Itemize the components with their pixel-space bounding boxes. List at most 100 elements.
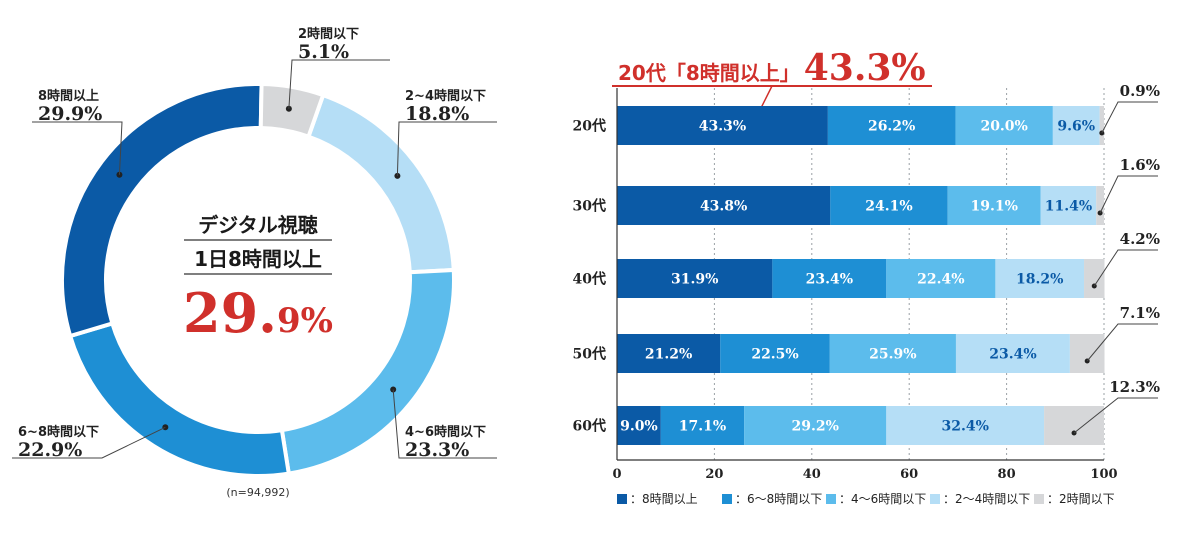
bar-segment-4-6h	[744, 406, 887, 445]
bar-leader-dot	[1091, 283, 1097, 289]
bar-segment-under-2h	[1084, 259, 1105, 298]
donut-label-category-under-2h: 2時間以下	[298, 26, 359, 42]
bar-segment-6-8h	[660, 406, 745, 445]
donut-label-value-6-8h: 22.9%	[18, 439, 82, 461]
legend-label-6-8h: ：6～8時間以下	[735, 492, 822, 506]
bar-value-label-6-8h: 26.2%	[868, 119, 915, 135]
bar-value-label-4-6h: 29.2%	[792, 419, 839, 435]
donut-leader-line-6-8h	[12, 426, 166, 459]
donut-center-line2: 1日8時間以上	[194, 247, 322, 271]
x-tick-label: 60	[900, 467, 918, 482]
donut-center-value-small: 9%	[277, 301, 333, 341]
bar-segment-2-4h	[995, 259, 1085, 298]
donut-label-value-2-4h: 18.8%	[405, 103, 469, 125]
x-tick-label: 0	[612, 467, 621, 482]
y-category-label: 20代	[573, 118, 606, 135]
donut-label-category-6-8h: 6~8時間以下	[18, 424, 99, 440]
bar-segment-6-8h	[827, 106, 956, 145]
legend-swatch-2-4h	[930, 494, 940, 504]
bar-headline-prefix: 20代「8時間以上」	[618, 61, 800, 85]
bar-value-label-6-8h: 22.5%	[751, 347, 798, 363]
legend-swatch-8h-plus	[617, 494, 627, 504]
donut-leader-line-2-4h	[396, 121, 497, 176]
bar-leader-dot	[1071, 430, 1077, 436]
bar-segment-8h-plus	[617, 186, 831, 225]
legend-label-2-4h: ：2～4時間以下	[943, 492, 1030, 506]
donut-label-category-4-6h: 4~6時間以下	[405, 424, 486, 440]
bar-value-label-2-4h: 32.4%	[942, 419, 989, 435]
donut-slice-under-2h	[258, 81, 326, 140]
bar-segment-under-2h	[1096, 186, 1104, 225]
legend-label-8h-plus: ：8時間以上	[630, 492, 698, 506]
bar-segment-2-4h	[955, 334, 1070, 373]
y-category-label: 40代	[573, 271, 606, 288]
donut-center-line1: デジタル視聴	[198, 213, 318, 237]
bar-value-label-8h-plus: 43.3%	[699, 119, 746, 135]
headline-pointer-dot	[751, 120, 757, 126]
bar-segment-4-6h	[947, 186, 1041, 225]
bar-value-label-8h-plus: 21.2%	[645, 347, 692, 363]
bar-segment-8h-plus	[617, 334, 721, 373]
bar-value-label-8h-plus: 9.0%	[620, 419, 658, 435]
bar-segment-8h-plus	[617, 406, 661, 445]
donut-label-value-under-2h: 5.1%	[298, 41, 349, 63]
y-category-label: 60代	[573, 418, 606, 435]
bar-value-label-under-2h: 4.2%	[1120, 230, 1160, 248]
bar-segment-6-8h	[720, 334, 830, 373]
legend-label-under-2h: ：2時間以下	[1047, 492, 1115, 506]
bar-value-label-6-8h: 24.1%	[865, 199, 912, 215]
legend-swatch-under-2h	[1034, 494, 1044, 504]
donut-label-value-8h-plus: 29.9%	[38, 103, 102, 125]
donut-label-category-8h-plus: 8時間以上	[38, 88, 99, 104]
donut-center-value-main: 29.	[183, 281, 277, 345]
bar-leader-dot	[1099, 130, 1105, 136]
legend-label-4-6h: ：4～6時間以下	[839, 492, 926, 506]
bar-value-label-under-2h: 0.9%	[1120, 82, 1160, 100]
legend-swatch-4-6h	[826, 494, 836, 504]
donut-center-value: 29.9%	[183, 281, 333, 345]
bar-value-label-6-8h: 23.4%	[806, 272, 853, 288]
bar-headline-value: 43.3%	[804, 47, 926, 89]
donut-leader-line-8h-plus	[32, 121, 123, 175]
bar-leader-dot	[1097, 210, 1103, 216]
x-tick-label: 100	[1090, 467, 1117, 482]
bar-value-label-8h-plus: 31.9%	[671, 272, 718, 288]
donut-label-value-4-6h: 23.3%	[405, 439, 469, 461]
bar-leader-dot	[1084, 358, 1090, 364]
bar-value-label-under-2h: 1.6%	[1120, 156, 1160, 174]
bar-segment-4-6h	[886, 259, 996, 298]
bar-segment-4-6h	[829, 334, 956, 373]
bar-segment-8h-plus	[617, 259, 773, 298]
bar-leader-line	[1099, 175, 1158, 214]
bar-value-label-under-2h: 7.1%	[1120, 304, 1160, 322]
y-category-label: 50代	[573, 346, 606, 363]
bar-segment-8h-plus	[617, 106, 828, 145]
sample-size-note: (n=94,992)	[226, 486, 289, 499]
bar-leader-line	[1093, 249, 1158, 287]
donut-leader-line-4-6h	[392, 389, 497, 459]
y-category-label: 30代	[573, 198, 606, 215]
x-tick-label: 40	[803, 467, 821, 482]
headline-pointer	[753, 85, 773, 123]
bar-value-label-2-4h: 9.6%	[1057, 119, 1095, 135]
donut-slice-6-8h	[67, 320, 292, 478]
bar-headline: 20代「8時間以上」 43.3%	[618, 47, 926, 89]
bar-segment-under-2h	[1099, 106, 1104, 145]
bar-value-label-4-6h: 25.9%	[869, 347, 916, 363]
donut-leader-line-under-2h	[288, 59, 390, 109]
bar-value-label-2-4h: 23.4%	[989, 347, 1036, 363]
bar-segment-2-4h	[886, 406, 1045, 445]
bar-value-label-6-8h: 17.1%	[679, 419, 726, 435]
bar-segment-6-8h	[830, 186, 948, 225]
bar-segment-2-4h	[1040, 186, 1097, 225]
x-tick-label: 80	[998, 467, 1016, 482]
bar-leader-line	[1101, 101, 1158, 134]
bar-segment-under-2h	[1069, 334, 1105, 373]
legend-swatch-6-8h	[722, 494, 732, 504]
bar-segment-4-6h	[955, 106, 1053, 145]
bar-leader-line	[1086, 323, 1158, 362]
bar-value-label-2-4h: 18.2%	[1016, 272, 1063, 288]
bar-value-label-8h-plus: 43.8%	[700, 199, 747, 215]
bar-value-label-4-6h: 22.4%	[917, 272, 964, 288]
